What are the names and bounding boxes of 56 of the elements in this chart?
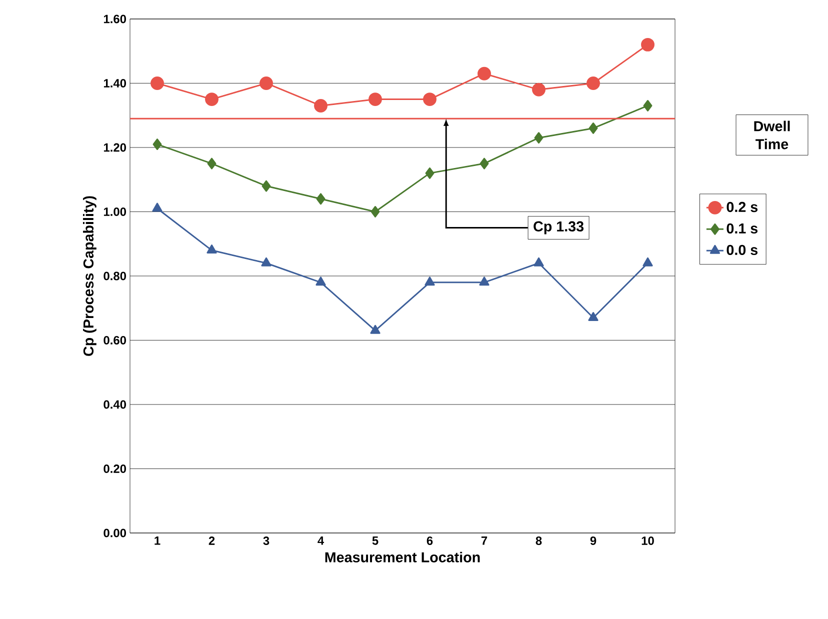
- y-tick-label: 1.60: [104, 14, 126, 24]
- point: [152, 202, 162, 212]
- legend-title: Dwell Time: [754, 120, 790, 150]
- y-tick-label: 1.40: [104, 79, 126, 88]
- x-tick-label: 10: [642, 536, 654, 545]
- y-tick-label: 0.20: [104, 464, 126, 473]
- point: [641, 38, 654, 52]
- point: [643, 100, 652, 112]
- x-tick-label: 3: [263, 536, 270, 545]
- point: [207, 158, 216, 170]
- x-tick-label: 2: [208, 536, 215, 545]
- point: [262, 180, 271, 192]
- point: [478, 66, 491, 80]
- x-tick-label: 6: [426, 536, 433, 545]
- x-axis-title: Measurement Location: [325, 552, 480, 562]
- point: [480, 158, 489, 170]
- point: [261, 257, 272, 266]
- point: [370, 324, 380, 334]
- point: [534, 257, 544, 266]
- point: [588, 312, 598, 321]
- x-tick-label: 9: [590, 536, 596, 545]
- point: [479, 276, 490, 286]
- point: [368, 92, 382, 106]
- x-tick-label: 8: [536, 536, 542, 545]
- y-tick-label: 0.00: [104, 528, 126, 538]
- point: [425, 167, 434, 179]
- y-axis-title: Cp (Process Capability): [83, 196, 96, 356]
- point: [423, 92, 436, 106]
- point: [316, 193, 326, 205]
- x-tick-label: 7: [481, 536, 488, 545]
- legend-label: 0.0 s: [726, 244, 758, 256]
- ref-line-label: Cp 1.33: [534, 221, 584, 234]
- point: [206, 244, 217, 254]
- point: [424, 276, 435, 286]
- y-tick-label: 0.80: [104, 272, 126, 280]
- point: [534, 132, 544, 144]
- legend-label: 0.2 s: [726, 202, 758, 212]
- point: [588, 122, 598, 134]
- point: [314, 98, 328, 112]
- x-tick-label: 4: [318, 536, 324, 545]
- x-tick-label: 5: [372, 536, 378, 545]
- point: [642, 257, 653, 266]
- y-tick-label: 0.60: [104, 336, 126, 344]
- y-tick-label: 1.20: [104, 143, 126, 152]
- x-tick-label: 1: [154, 536, 160, 545]
- point: [150, 76, 164, 90]
- point: [205, 92, 218, 106]
- legend-label: 0.1 s: [726, 223, 758, 234]
- y-tick-label: 0.40: [104, 400, 126, 409]
- y-tick-label: 1.00: [104, 208, 126, 216]
- point: [586, 76, 600, 90]
- point: [370, 206, 380, 218]
- point: [532, 82, 546, 96]
- point: [316, 276, 326, 286]
- point: [152, 138, 162, 150]
- point: [260, 76, 273, 90]
